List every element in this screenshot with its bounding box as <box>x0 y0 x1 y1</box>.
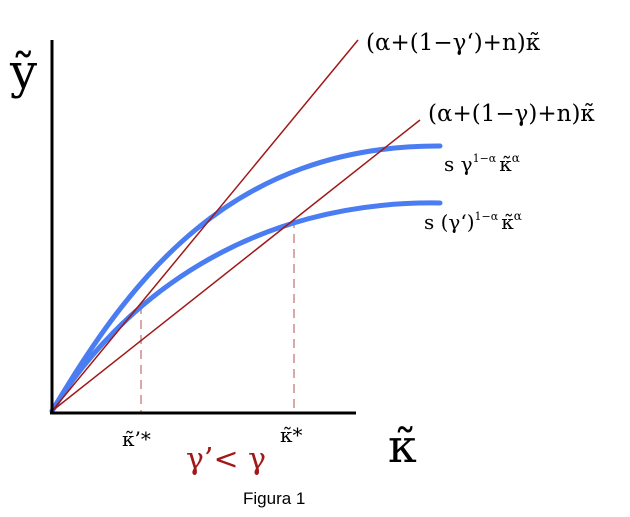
upper-curve-label: s γ1−α κ̃α <box>444 151 520 176</box>
condition-label: γ’< γ <box>186 442 266 477</box>
k-prime-star-label: κ̃’* <box>122 427 151 451</box>
shallow-investment-line <box>51 119 421 412</box>
lower-production-curve <box>49 200 443 414</box>
y-axis-label: ỹ <box>9 44 37 100</box>
k-star-label: κ̃* <box>280 423 303 447</box>
x-axis-label: κ̃ <box>388 419 417 473</box>
upper-production-curve <box>49 143 443 414</box>
steep-line-label: (α+(1−γ‘)+n)κ̃ <box>366 30 541 56</box>
figure-caption: Figura 1 <box>243 489 305 508</box>
steep-investment-line <box>51 39 359 412</box>
lower-curve-label: s (γ‘)1−α κ̃α <box>424 209 522 234</box>
shallow-line-label: (α+(1−γ)+n)κ̃ <box>428 101 595 127</box>
